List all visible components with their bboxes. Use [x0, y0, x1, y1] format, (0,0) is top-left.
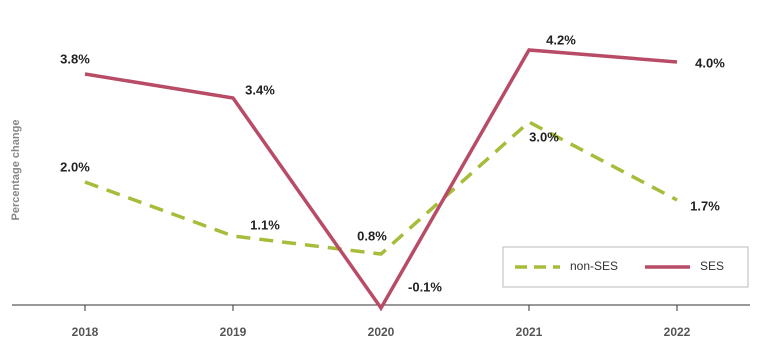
series-line: [84, 48, 678, 312]
data-label: 4.0%: [695, 55, 725, 70]
data-label: 0.8%: [357, 228, 387, 243]
x-tick-label: 2018: [72, 325, 99, 339]
data-label: 2.0%: [60, 159, 90, 174]
series-line: [84, 119, 678, 256]
data-label: -0.1%: [408, 279, 442, 294]
legend-label: SES: [700, 259, 724, 273]
data-label: 3.8%: [60, 51, 90, 66]
data-label: 1.1%: [250, 217, 280, 232]
x-tick-label: 2019: [220, 325, 247, 339]
x-tick-label: 2021: [516, 325, 543, 339]
y-axis-title: Percentage change: [10, 120, 22, 221]
x-tick-label: 2022: [664, 325, 691, 339]
data-label: 3.4%: [245, 82, 275, 97]
legend-label: non-SES: [570, 259, 618, 273]
data-label: 4.2%: [546, 32, 576, 47]
data-label: 3.0%: [529, 129, 559, 144]
data-label: 1.7%: [690, 198, 720, 213]
x-tick-label: 2020: [368, 325, 395, 339]
